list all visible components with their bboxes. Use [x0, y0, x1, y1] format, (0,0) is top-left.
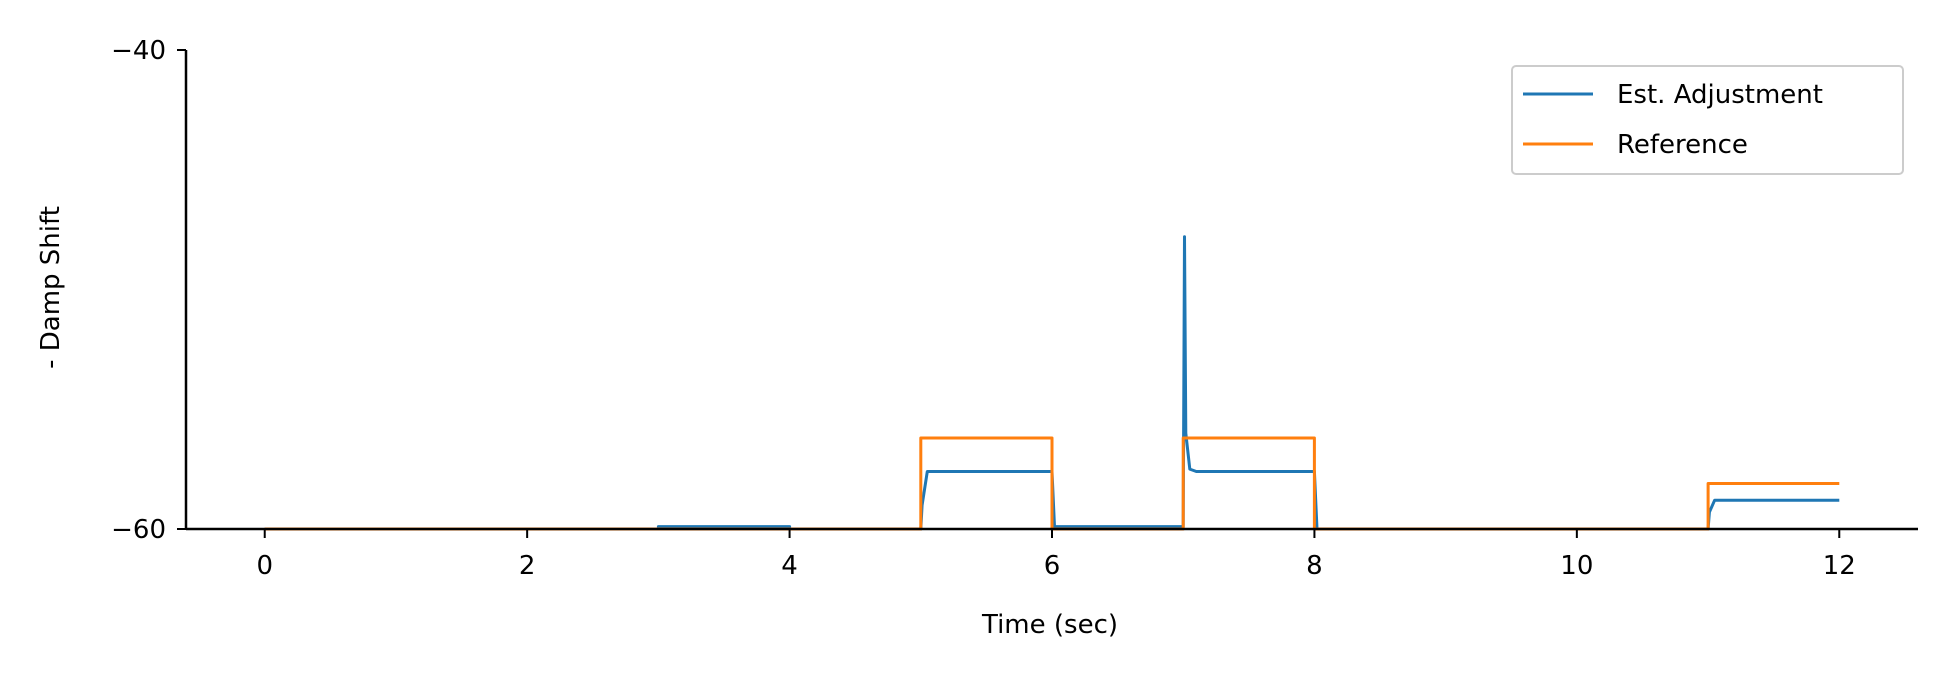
y-axis-label: - Damp Shift — [36, 206, 66, 369]
x-tick-label: 2 — [519, 551, 536, 581]
legend-label-reference: Reference — [1617, 130, 1748, 160]
legend-label-est-adjustment: Est. Adjustment — [1617, 80, 1823, 110]
x-tick-label: 6 — [1044, 551, 1061, 581]
x-tick-label: 4 — [781, 551, 798, 581]
x-tick-label: 8 — [1306, 551, 1323, 581]
legend-box — [1511, 65, 1904, 175]
x-tick-label: 0 — [256, 551, 273, 581]
x-tick-label: 10 — [1560, 551, 1593, 581]
y-ticks: −60 −40 — [111, 36, 186, 545]
x-tick-label: 12 — [1823, 551, 1856, 581]
series-line-reference — [264, 436, 1840, 531]
legend: Est. Adjustment Reference — [1511, 65, 1904, 175]
x-axis-label: Time (sec) — [981, 610, 1118, 640]
series-layer — [264, 235, 1840, 531]
y-tick-label: −40 — [111, 36, 166, 66]
y-tick-label: −60 — [111, 515, 166, 545]
x-ticks: 0 2 4 6 8 10 12 — [256, 529, 1856, 581]
